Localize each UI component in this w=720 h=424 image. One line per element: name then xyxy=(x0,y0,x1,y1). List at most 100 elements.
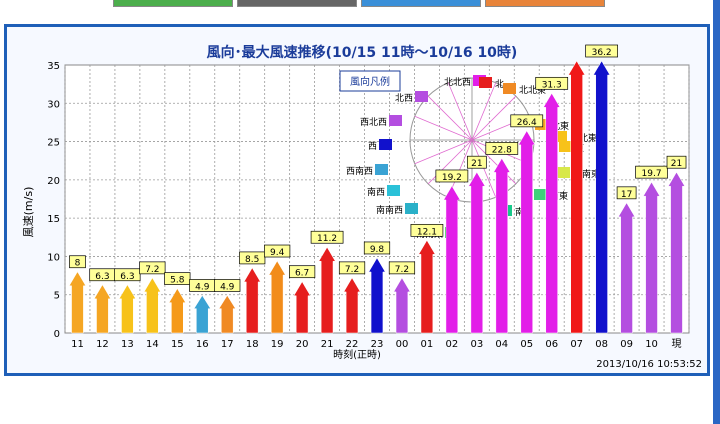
x-tick-label: 09 xyxy=(620,339,633,350)
legend-label: 西南西 xyxy=(346,165,373,177)
y-axis-label: 風速(m/s) xyxy=(22,187,35,238)
y-tick-label: 15 xyxy=(47,214,60,225)
wind-arrow xyxy=(143,277,162,334)
data-label: 6.7 xyxy=(295,269,309,279)
x-tick-label: 現 xyxy=(672,338,682,350)
data-label-box xyxy=(214,279,241,292)
legend-label: 北北西 xyxy=(444,77,471,88)
data-label-box xyxy=(410,223,444,237)
top-tab-bar xyxy=(0,0,720,10)
legend-swatch xyxy=(479,77,492,88)
legend-label: 北西 xyxy=(395,93,413,104)
x-tick-label: 10 xyxy=(645,339,658,350)
legend-swatch xyxy=(379,139,392,150)
data-label-box xyxy=(114,268,141,282)
data-label: 9.4 xyxy=(270,248,285,258)
y-tick-label: 20 xyxy=(47,176,60,187)
x-tick-label: 19 xyxy=(271,339,284,350)
data-label-box xyxy=(666,155,687,169)
data-label-box xyxy=(485,142,519,155)
tab-gray[interactable] xyxy=(237,0,357,7)
data-label: 19.7 xyxy=(642,169,662,179)
x-tick-label: 20 xyxy=(296,339,309,350)
data-label-box xyxy=(616,186,637,200)
data-label-box xyxy=(585,44,618,58)
x-tick-label: 14 xyxy=(146,339,159,350)
compass-spoke xyxy=(471,82,497,141)
legend-swatch xyxy=(559,141,572,152)
compass-spoke xyxy=(471,139,517,185)
wind-arrow xyxy=(343,277,361,334)
legend-title: 風向凡例 xyxy=(350,75,390,88)
window-right-border xyxy=(713,0,720,424)
x-tick-label: 21 xyxy=(321,339,334,350)
legend-swatch xyxy=(375,164,388,175)
wind-arrow xyxy=(168,288,186,334)
data-label-box xyxy=(164,272,191,285)
data-label-box xyxy=(466,155,487,169)
x-tick-label: 02 xyxy=(446,339,459,350)
chart-panel: 風向･最大風速推移(10/15 11時～10/16 10時) 風向凡例 北北西北… xyxy=(4,24,710,376)
legend-label: 南南西 xyxy=(376,204,403,216)
x-axis-label: 時刻(正時) xyxy=(333,348,381,361)
legend-swatch xyxy=(387,185,400,196)
data-label: 7.2 xyxy=(395,265,409,275)
x-tick-label: 05 xyxy=(520,339,533,350)
wind-chart: 風向･最大風速推移(10/15 11時～10/16 10時) 風向凡例 北北西北… xyxy=(22,44,702,370)
x-tick-label: 18 xyxy=(246,339,259,350)
wind-arrow xyxy=(418,239,436,334)
wind-arrow xyxy=(118,284,137,334)
wind-arrow xyxy=(543,92,561,334)
legend-label: 西 xyxy=(368,141,377,152)
legend-swatch xyxy=(389,115,402,126)
y-tick-label: 35 xyxy=(47,61,60,72)
data-label: 8.5 xyxy=(245,255,259,265)
data-label: 21 xyxy=(671,159,682,169)
data-label-box xyxy=(139,261,166,275)
wind-arrow xyxy=(568,60,586,334)
compass-spoke xyxy=(414,139,473,165)
y-tick-label: 30 xyxy=(47,99,60,110)
bars: 8 6.3 6.3 7.2 5.8 4.9 4.9 8.5 9.4 6.7 11.2 7.2 9.8 7.… xyxy=(68,44,687,334)
direction-legend: 風向凡例 北北西北北北東北西北東西北西東北東西東西南西東南東南西南東南南西南南南… xyxy=(339,70,600,240)
tab-blue[interactable] xyxy=(361,0,481,7)
tab-orange[interactable] xyxy=(485,0,605,7)
x-tick-label: 06 xyxy=(545,339,558,350)
data-label: 6.3 xyxy=(95,272,109,282)
data-label: 12.1 xyxy=(417,227,437,237)
data-label-box xyxy=(635,165,668,179)
wind-arrow xyxy=(493,157,511,334)
legend-swatch xyxy=(534,189,547,200)
legend-swatch xyxy=(415,91,428,102)
x-tick-label: 03 xyxy=(470,339,483,350)
tab-green[interactable] xyxy=(113,0,233,7)
x-tick-label: 15 xyxy=(171,339,184,350)
wind-arrow xyxy=(68,271,87,334)
wind-arrow xyxy=(268,260,286,334)
x-tick-label: 07 xyxy=(570,339,583,350)
y-tick-label: 25 xyxy=(47,138,60,149)
wind-arrow xyxy=(318,246,336,334)
x-tick-label: 00 xyxy=(396,339,409,350)
data-label: 19.2 xyxy=(442,173,462,183)
wind-arrow xyxy=(518,130,536,334)
x-tick-label: 01 xyxy=(421,339,434,350)
legend-swatch xyxy=(405,203,418,214)
data-label-box xyxy=(338,261,366,275)
wind-arrow xyxy=(393,277,411,334)
data-label: 21 xyxy=(471,159,482,169)
data-label-box xyxy=(363,241,391,255)
wind-arrow xyxy=(193,295,211,334)
compass-spoke xyxy=(427,95,473,141)
data-label-box xyxy=(510,114,544,128)
legend-swatch xyxy=(503,83,516,94)
wind-arrow xyxy=(592,60,611,334)
timestamp: 2013/10/16 10:53:52 xyxy=(596,359,702,370)
x-tick-label: 08 xyxy=(595,339,608,350)
data-label: 22.8 xyxy=(492,145,512,155)
data-label: 7.2 xyxy=(345,265,359,275)
compass-spoke xyxy=(471,139,497,198)
data-label: 4.9 xyxy=(195,282,210,292)
wind-arrow xyxy=(218,295,236,334)
